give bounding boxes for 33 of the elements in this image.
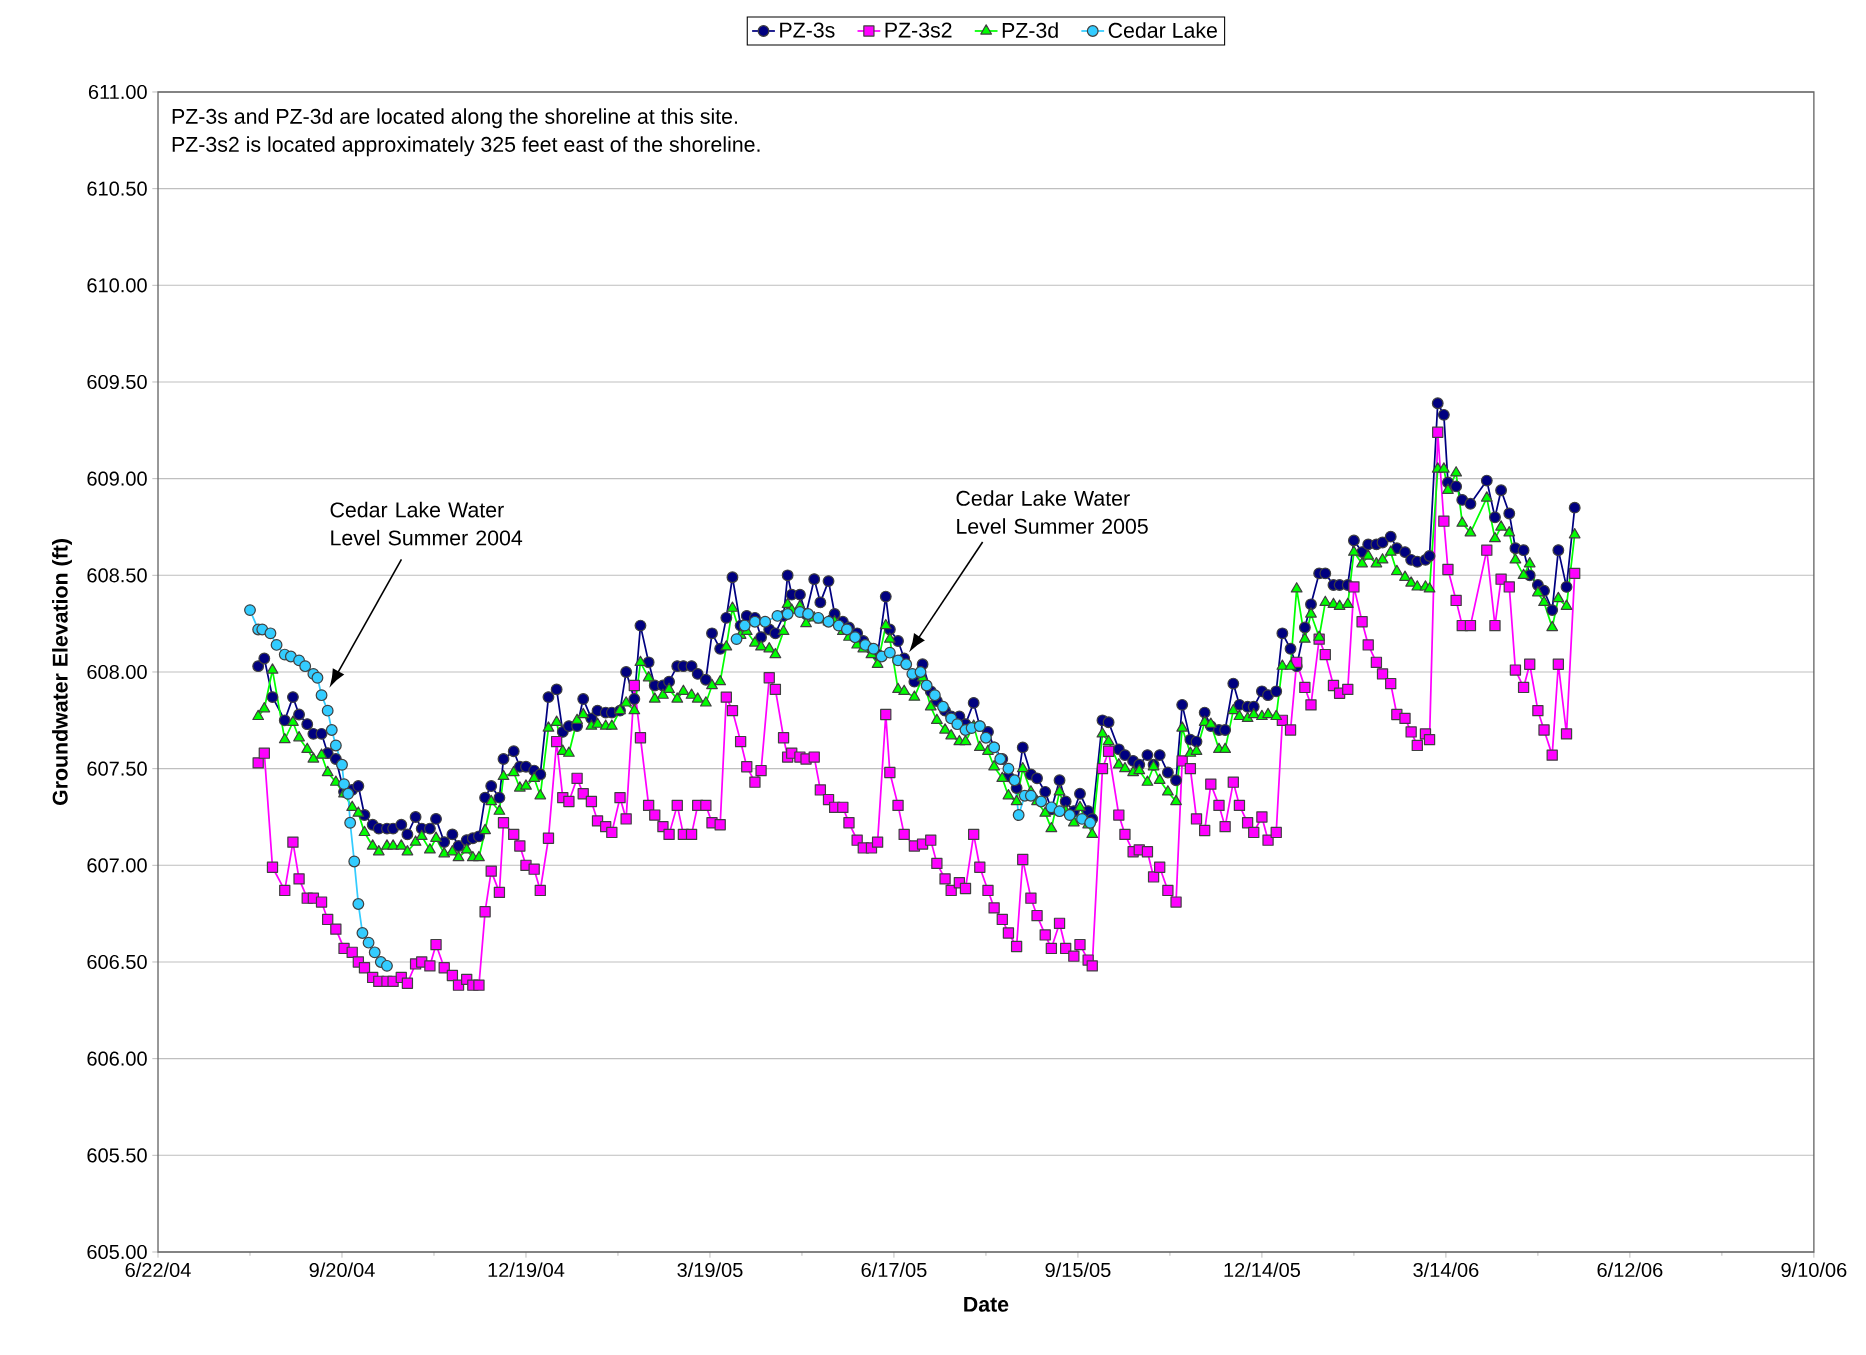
x-tick-label: 6/22/04 [125, 1262, 191, 1278]
y-tick-label: 608.50 [87, 568, 147, 583]
x-tick-label: 12/19/04 [488, 1262, 565, 1278]
y-tick-label: 607.00 [87, 858, 147, 873]
annotation: PZ-3s2 is located approximately 325 feet east of the shoreline. [172, 136, 760, 157]
legend-label: PZ-3d [1002, 22, 1058, 38]
y-tick-label: 610.50 [87, 181, 147, 196]
y-tick-label: 609.00 [87, 471, 147, 486]
x-axis-title: Date [964, 1296, 1009, 1312]
annotation: Cedar Lake Water Level Summer 2005 [956, 490, 1148, 534]
legend-label: Cedar Lake [1108, 22, 1217, 38]
annotation: PZ-3s and PZ-3d are located along the shoreline at this site. [172, 108, 737, 129]
y-tick-label: 606.50 [87, 954, 147, 970]
x-tick-label: 3/19/05 [677, 1262, 743, 1278]
x-tick-label: 6/12/06 [1597, 1262, 1663, 1278]
y-tick-label: 605.00 [87, 1244, 147, 1260]
x-tick-label: 12/14/05 [1224, 1262, 1300, 1278]
y-tick-label: 611.00 [88, 84, 147, 100]
x-tick-label: 9/10/06 [1781, 1262, 1847, 1278]
y-tick-label: 608.00 [87, 664, 147, 680]
x-tick-label: 3/14/06 [1413, 1262, 1479, 1278]
y-axis-title: Groundwater Elevation (ft) [52, 539, 72, 806]
y-tick-label: 605.50 [87, 1148, 147, 1163]
y-tick-label: 609.50 [87, 374, 147, 390]
x-tick-label: 9/15/05 [1045, 1262, 1111, 1278]
y-tick-label: 607.50 [87, 761, 147, 776]
x-tick-label: 6/17/05 [861, 1262, 927, 1278]
annotation: Cedar Lake Water Level Summer 2004 [330, 501, 523, 546]
y-tick-label: 610.00 [87, 278, 147, 293]
y-tick-label: 606.00 [87, 1051, 147, 1066]
legend-label: PZ-3s [780, 22, 835, 38]
legend-label: PZ-3s2 [885, 22, 952, 38]
x-tick-label: 9/20/04 [309, 1262, 375, 1278]
